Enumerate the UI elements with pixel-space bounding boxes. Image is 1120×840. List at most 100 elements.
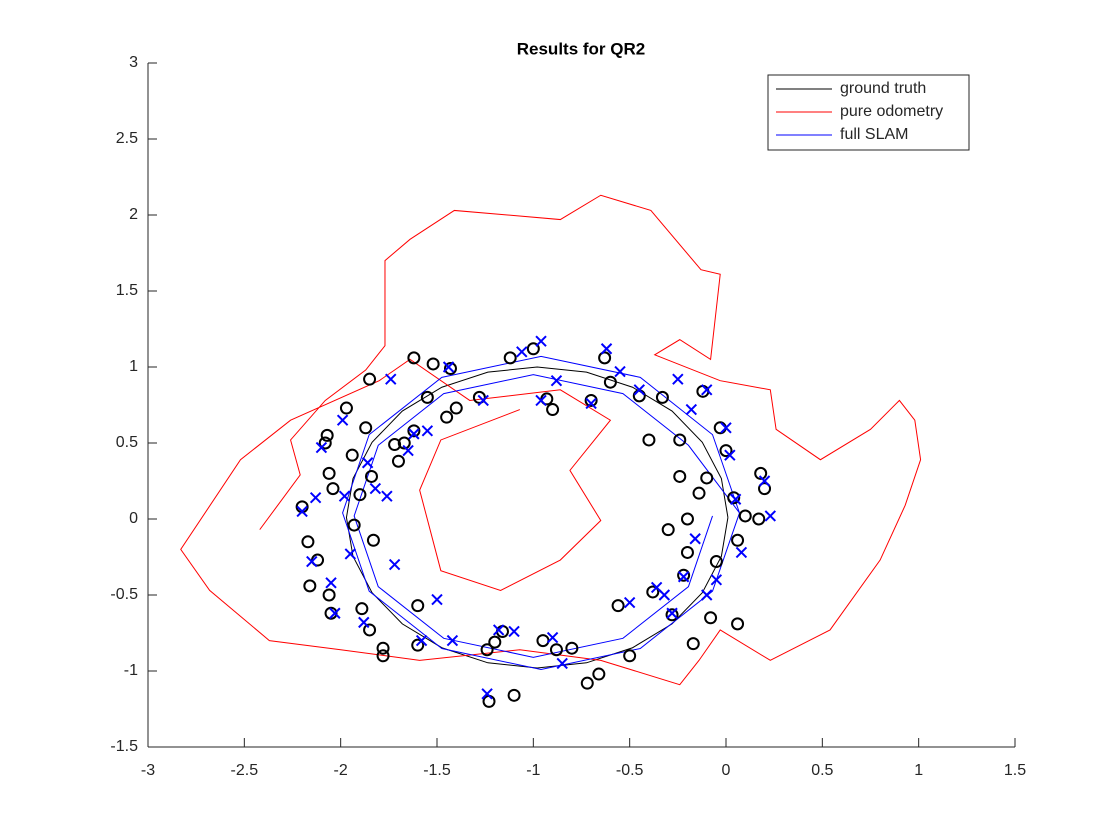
landmark-true	[507, 688, 521, 702]
landmark-true	[677, 568, 691, 582]
x-tick-label: 1.5	[1004, 762, 1026, 779]
landmark-true	[546, 403, 560, 417]
landmark-true	[322, 466, 336, 480]
landmark-estimate	[735, 546, 748, 559]
landmark-true	[426, 357, 440, 371]
landmark-true	[301, 535, 315, 549]
landmark-true	[565, 641, 579, 655]
x-tick-label: 0	[722, 762, 731, 779]
landmark-true	[345, 448, 359, 462]
landmark-estimate	[508, 625, 520, 638]
landmark-true	[752, 512, 766, 526]
landmark-true	[407, 424, 421, 438]
landmark-estimate	[614, 365, 626, 378]
landmark-true	[355, 602, 369, 616]
landmark-true	[680, 545, 694, 559]
series-line	[345, 366, 729, 669]
x-tick-label: 1	[914, 762, 923, 779]
landmark-true	[592, 667, 606, 681]
landmark-estimate	[516, 346, 528, 358]
landmark-estimate	[720, 422, 732, 434]
landmark-estimate	[338, 490, 351, 502]
landmark-estimate	[325, 577, 337, 589]
landmark-estimate	[585, 397, 597, 410]
landmark-true	[363, 372, 377, 386]
landmark-estimate	[672, 373, 684, 385]
landmark-true	[388, 438, 402, 452]
landmark-true	[440, 410, 454, 424]
landmark-estimate	[431, 593, 443, 606]
landmark-true	[673, 469, 687, 483]
landmark-true	[376, 649, 390, 663]
y-tick-label: -1	[124, 662, 138, 679]
landmark-true	[503, 351, 517, 365]
landmark-estimate	[361, 457, 374, 469]
landmark-true	[738, 509, 752, 523]
landmark-estimate	[296, 505, 308, 518]
landmark-estimate	[550, 374, 563, 387]
landmark-estimate	[336, 414, 349, 426]
landmark-true	[623, 649, 637, 663]
landmark-estimate	[477, 394, 489, 407]
landmark-estimate	[600, 343, 613, 355]
landmark-true	[391, 454, 405, 468]
landmark-estimate	[402, 444, 414, 457]
landmark-estimate	[666, 607, 678, 619]
landmark-true	[603, 375, 617, 389]
landmark-true	[488, 635, 502, 649]
series-line	[180, 194, 922, 686]
landmark-true	[700, 471, 714, 485]
landmark-estimate	[329, 607, 341, 619]
landmark-true	[680, 512, 694, 526]
landmark-estimate	[701, 589, 713, 601]
landmark-true	[347, 518, 361, 532]
landmark-true	[719, 444, 733, 458]
y-tick-label: -0.5	[110, 586, 138, 603]
landmark-true	[727, 491, 741, 505]
landmark-true	[598, 351, 612, 365]
landmark-true	[673, 433, 687, 447]
landmark-true	[731, 617, 745, 631]
landmark-true	[366, 533, 380, 547]
landmark-estimate	[446, 634, 459, 647]
landmark-estimate	[710, 574, 723, 586]
x-tick-label: -2.5	[231, 762, 259, 779]
landmark-true	[526, 342, 540, 356]
landmark-estimate	[758, 475, 771, 487]
landmark-true	[359, 421, 373, 435]
landmark-true	[655, 390, 669, 404]
landmark-true	[731, 533, 745, 547]
y-tick-label: -1.5	[110, 738, 138, 755]
landmark-true	[320, 428, 334, 442]
landmark-estimate	[556, 657, 568, 670]
landmark-estimate	[315, 441, 328, 454]
landmark-estimate	[442, 361, 455, 373]
landmark-estimate	[306, 555, 318, 568]
landmark-estimate	[724, 449, 736, 461]
legend: ground truth pure odometry full SLAM	[767, 74, 970, 151]
landmark-estimate	[764, 510, 777, 522]
landmark-estimate	[729, 493, 742, 505]
landmark-true	[580, 676, 594, 690]
landmark-true	[411, 599, 425, 613]
landmark-true	[642, 433, 656, 447]
landmark-true	[449, 401, 463, 415]
landmark-estimate	[481, 688, 493, 700]
landmark-true	[646, 585, 660, 599]
chart-title: Results for QR2	[517, 39, 645, 58]
landmark-true	[758, 482, 772, 496]
x-tick-label: -1.5	[423, 762, 451, 779]
x-tick-label: -0.5	[616, 762, 644, 779]
y-tick-label: 0.5	[116, 434, 138, 451]
landmark-estimate	[415, 634, 428, 647]
landmark-true	[324, 606, 338, 620]
landmark-estimate	[408, 428, 420, 440]
landmark-true	[353, 488, 367, 502]
landmark-estimate	[421, 425, 434, 437]
landmark-true	[318, 436, 332, 450]
landmark-estimate	[492, 624, 505, 636]
landmark-estimate	[535, 394, 547, 407]
landmark-estimate	[369, 482, 382, 495]
landmark-true	[339, 401, 353, 415]
